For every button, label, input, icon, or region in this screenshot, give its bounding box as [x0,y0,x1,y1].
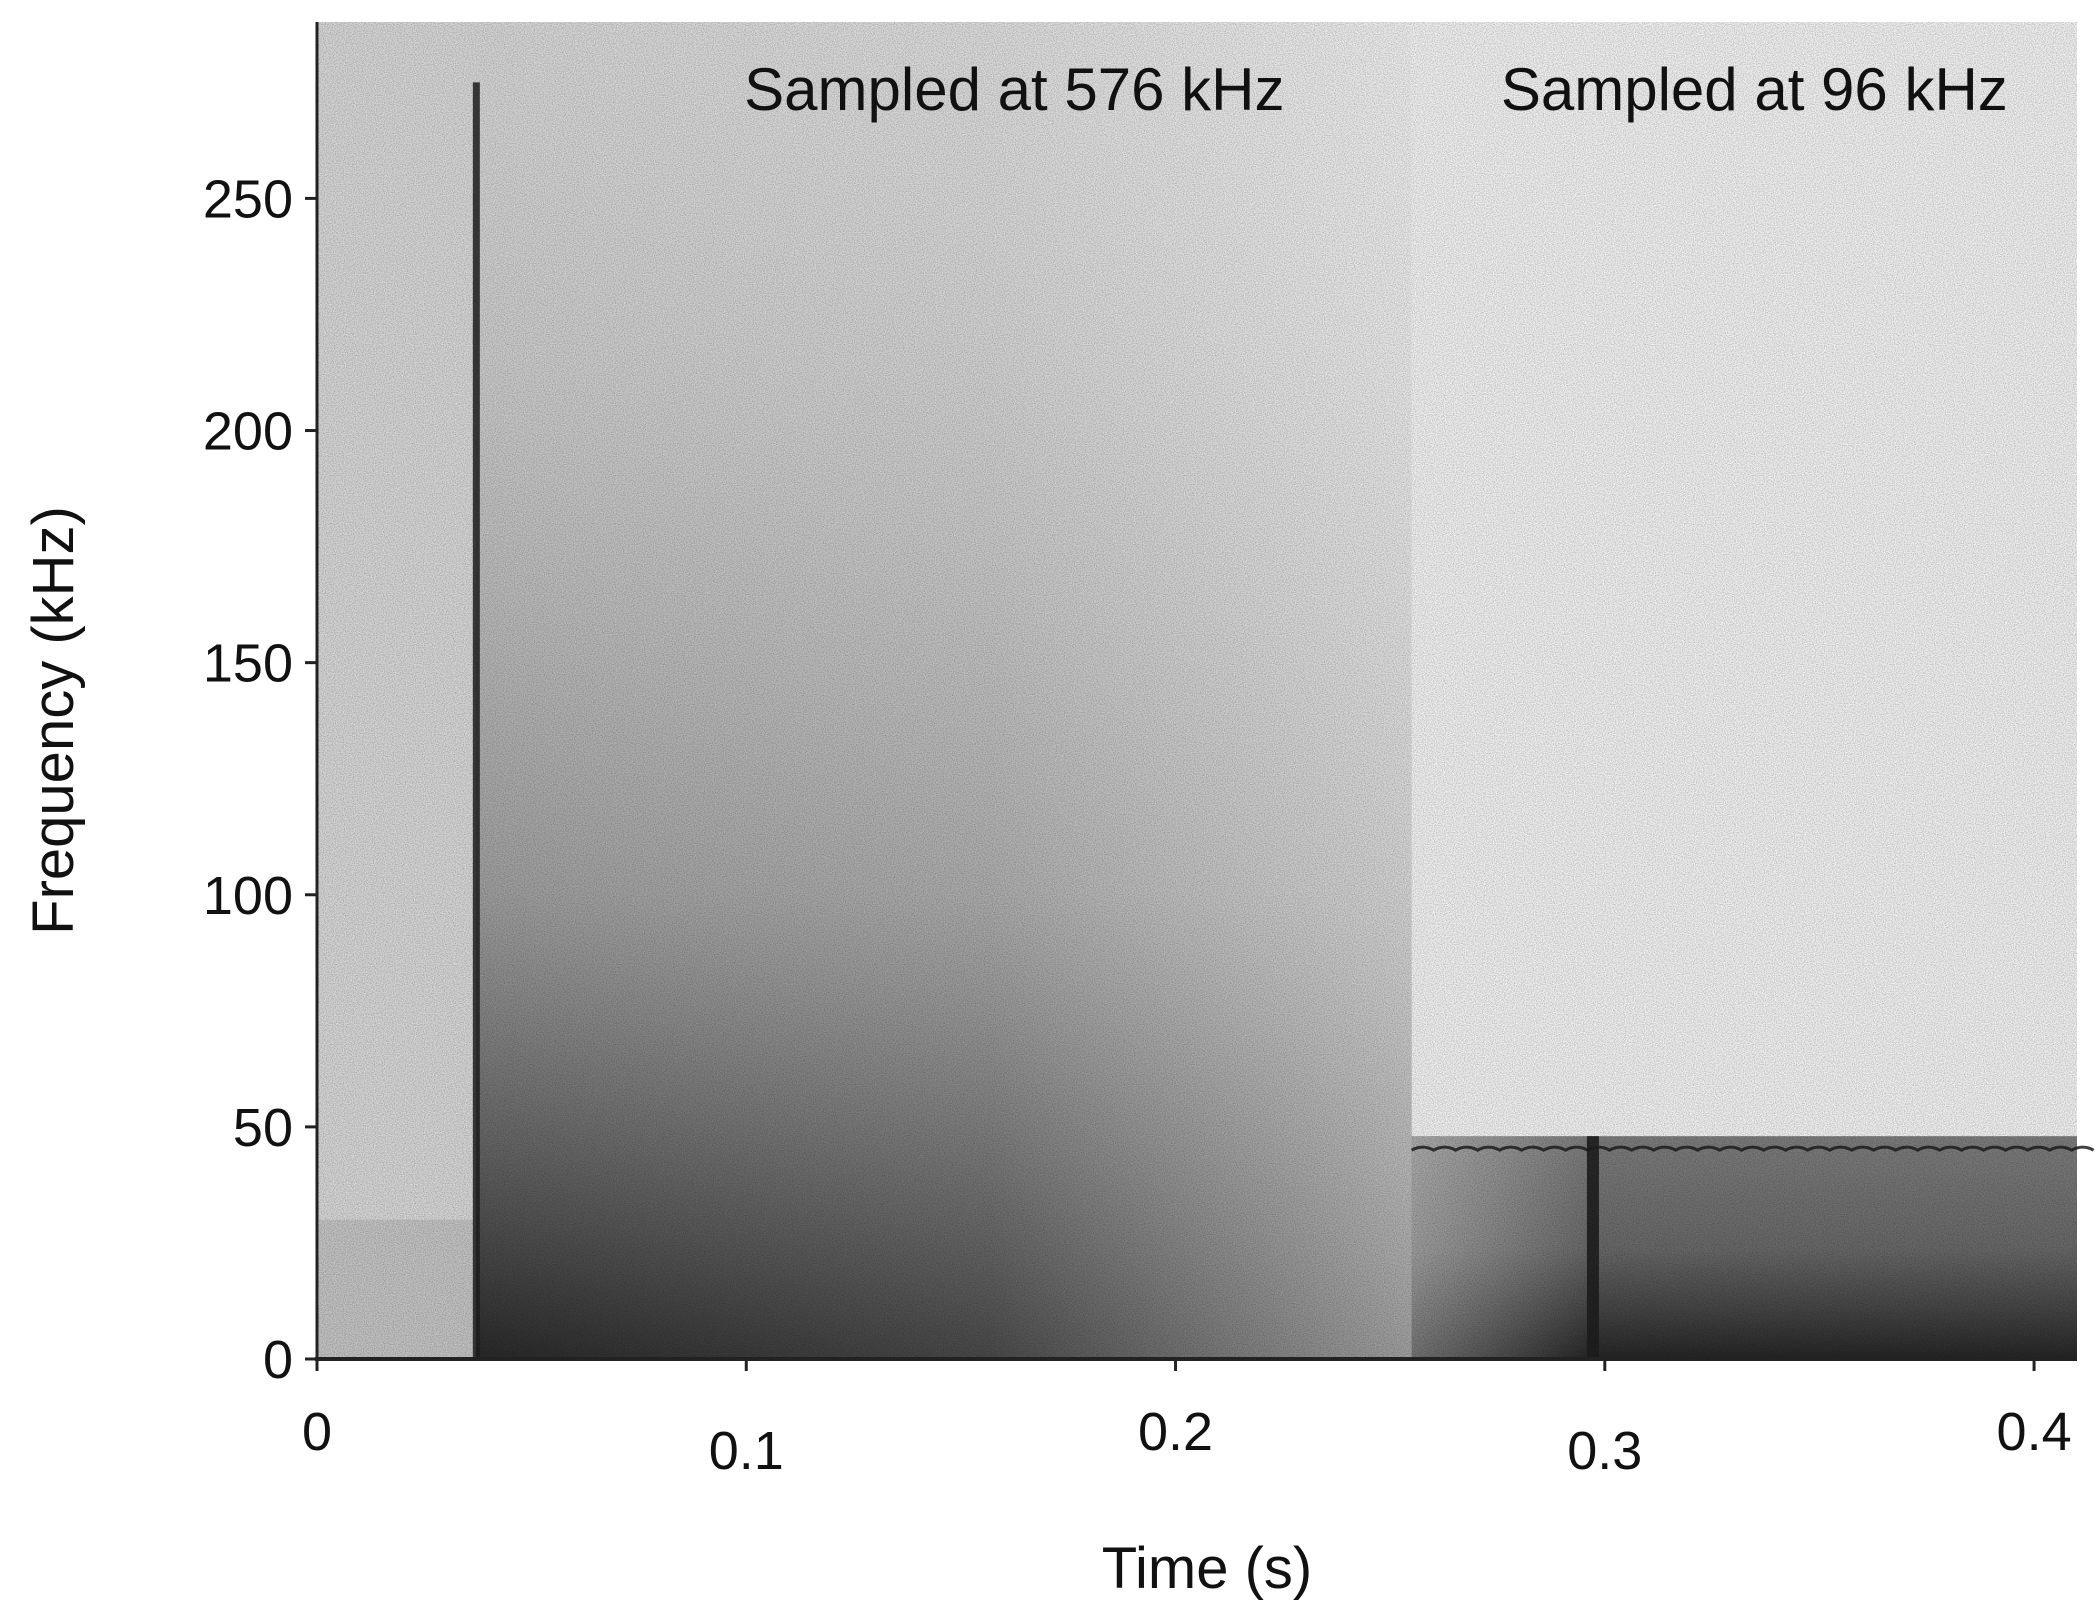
plot-area [317,22,2095,1359]
y-axis-label: Frequency (kHz) [21,506,86,935]
x-tick-label: 0 [302,1402,332,1462]
y-tick-label: 100 [203,866,293,926]
x-tick-label: 0.4 [1997,1402,2072,1462]
y-tick-label: 150 [203,634,293,694]
y-tick-label: 0 [263,1330,293,1390]
y-tick-label: 200 [203,402,293,462]
x-tick-label: 0.1 [709,1421,784,1481]
axes: 0 50 100 150 200 250 0 0.1 0.2 0.3 0.4 [203,22,2077,1481]
annotations: Time (s) Frequency (kHz) Sampled at 576 kH… [21,56,2008,1601]
y-tick-label: 250 [203,169,293,229]
y-tick-label: 50 [233,1098,293,1158]
region-label-576khz: Sampled at 576 kHz [744,56,1284,123]
noise-texture [317,22,2077,1359]
x-tick-label: 0.2 [1138,1402,1213,1462]
x-tick-label: 0.3 [1567,1421,1642,1481]
region-label-96khz: Sampled at 96 kHz [1501,56,2008,123]
x-axis-label: Time (s) [1102,1536,1312,1601]
